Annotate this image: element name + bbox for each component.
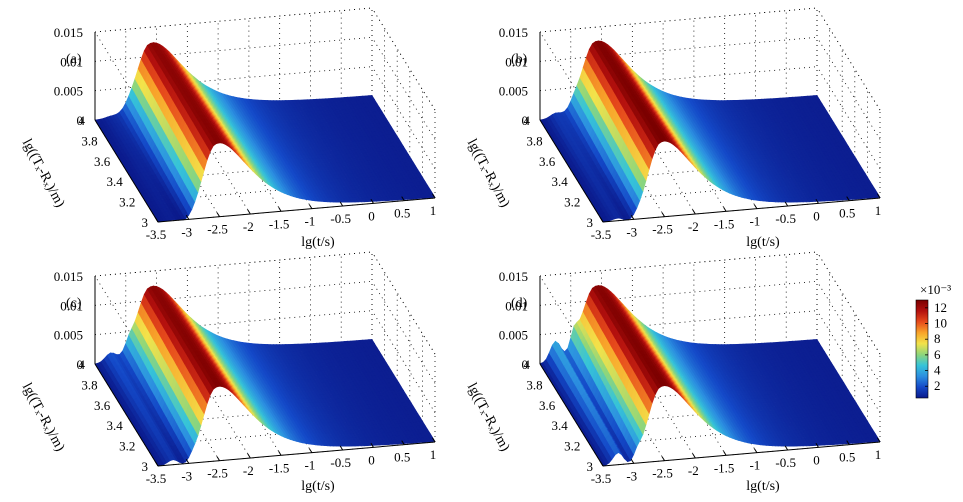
grid-line [539, 36, 818, 62]
y-tick-label: 3.6 [539, 154, 556, 169]
z-tick-label: 0 [77, 113, 84, 128]
grid-line [94, 251, 373, 277]
surface-mesh [94, 42, 436, 223]
x-tick-label: 0 [813, 208, 820, 223]
z-tick-label: 0.005 [54, 84, 83, 99]
y-tick-label: 3.8 [526, 133, 542, 148]
y-tick-label: 3.6 [94, 154, 111, 169]
grid-line [371, 7, 436, 111]
x-tick-label: -1.5 [269, 216, 290, 231]
x-axis-label: lg(t/s) [301, 235, 335, 250]
grid-line [371, 7, 436, 111]
x-tick-label: -3.5 [591, 227, 612, 242]
x-tick-label: 0.5 [839, 206, 855, 221]
grid-line [94, 7, 373, 33]
y-tick-label: 3 [142, 215, 149, 230]
x-tick-label: 0.5 [394, 206, 410, 221]
x-tick-label: 0 [368, 208, 375, 223]
grid-line [94, 7, 373, 33]
x-tick-label: -1 [304, 214, 315, 229]
x-tick-label: -3 [626, 224, 637, 239]
z-tick-label: 0.015 [499, 25, 528, 40]
grid-line [816, 7, 881, 111]
panel-label: (a) [66, 52, 82, 67]
z-tick-label: 0.015 [54, 25, 83, 40]
grid-line [371, 251, 436, 355]
x-axis-label: lg(t/s) [746, 235, 780, 250]
surface-panel: -3.5 -3 -2.5 -2 -1.5 -1 -0.5 0 0.5 1 3 3.2 3.4 3.6 3.8… [19, 7, 437, 250]
y-tick-label: 3.2 [564, 195, 580, 210]
grid-line [94, 280, 373, 306]
surface-panel: -3.5 -3 -2.5 -2 -1.5 -1 -0.5 0 0.5 133.23.43.63.8… [19, 251, 436, 494]
grid-line [539, 7, 818, 33]
x-tick-label: -2.5 [207, 222, 228, 237]
z-tick-label: 0 [522, 113, 529, 128]
x-tick-label: -1 [749, 214, 760, 229]
x-tick-label: -0.5 [775, 211, 796, 226]
grid-line [94, 251, 373, 277]
surface-mesh [539, 40, 881, 223]
z-tick-label: 0.005 [499, 84, 528, 99]
surface-panel: -3.5 -3 -2.5 -2 -1.5 -1 -0.5 0 0.5 1 3 3.2 3.4 3.6 3.8… [464, 7, 882, 250]
grid-line [371, 251, 436, 355]
y-axis-label: lg((Tₓ-Rₓ)/m) [19, 137, 68, 211]
x-tick-label: -0.5 [330, 211, 351, 226]
x-tick-label: -1.5 [714, 216, 735, 231]
grid-line [816, 7, 881, 111]
grid-line [94, 36, 373, 62]
surface-mesh [94, 285, 436, 467]
panel-label: (b) [511, 52, 528, 67]
y-tick-label: 3.4 [552, 174, 569, 189]
y-tick-label: 3.4 [107, 174, 124, 189]
x-tick-label: -2 [243, 219, 254, 234]
x-tick-label: -3 [181, 224, 192, 239]
x-tick-label: -2 [688, 219, 699, 234]
x-tick-label: -2.5 [652, 222, 673, 237]
y-tick-label: 3.8 [81, 133, 97, 148]
x-tick-label: 1 [875, 203, 882, 218]
y-tick-label: 3 [587, 215, 594, 230]
grid-line [539, 7, 818, 33]
x-tick-label: -3.5 [146, 227, 167, 242]
x-tick-label: 1 [430, 203, 437, 218]
y-tick-label: 3.2 [119, 195, 135, 210]
y-axis-label: lg((Tₓ-Rₓ)/m) [464, 137, 513, 211]
